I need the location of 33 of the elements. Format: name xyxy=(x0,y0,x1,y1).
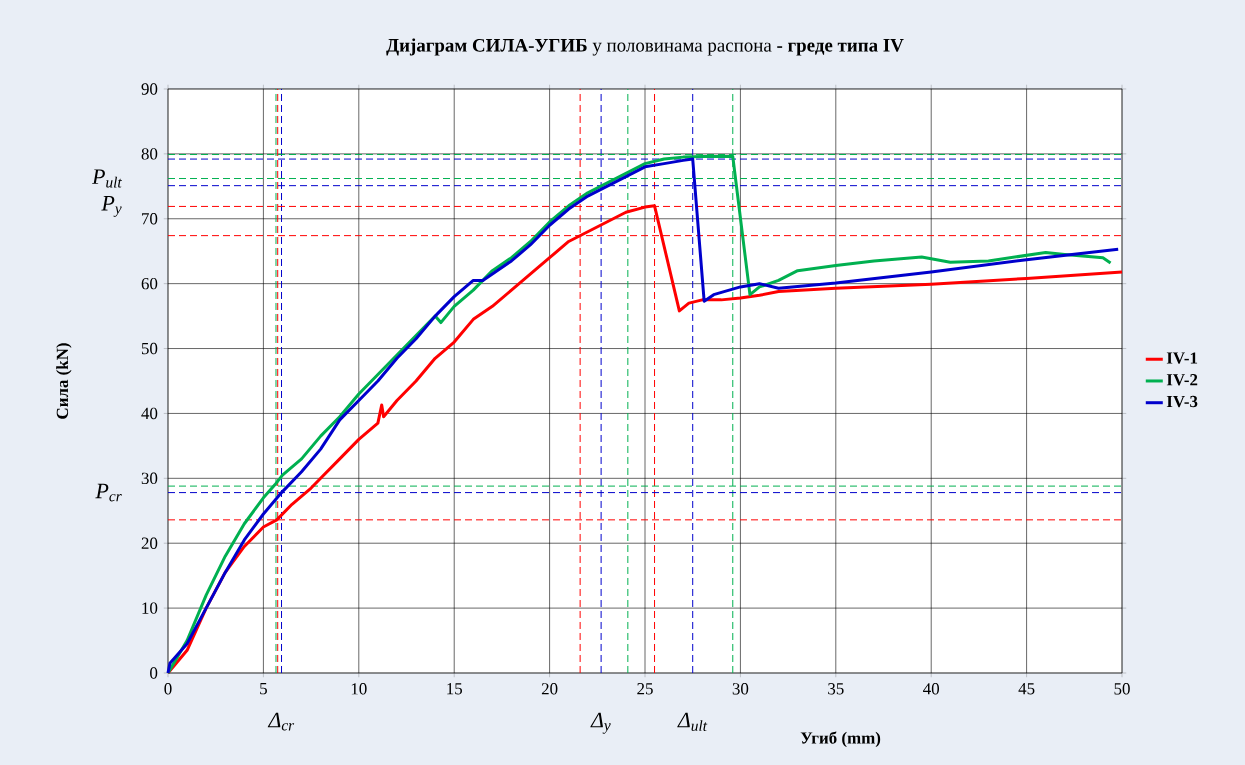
ref-line-label: Δ$_{y}$ xyxy=(590,712,611,734)
y-tick-label: 70 xyxy=(142,213,158,225)
legend-label: IV-3 xyxy=(1166,395,1198,408)
x-tick-label: 35 xyxy=(828,683,844,695)
legend-label: IV-1 xyxy=(1166,352,1198,364)
y-tick-label: 60 xyxy=(141,277,158,290)
ref-line-label: P$_{ult}$ xyxy=(91,169,122,188)
x-tick-label: 20 xyxy=(541,683,558,695)
y-tick-label: 50 xyxy=(141,342,158,355)
y-tick-label: 90 xyxy=(141,83,158,95)
x-tick-label: 10 xyxy=(351,683,367,695)
x-axis-title: Угиб (mm) xyxy=(800,731,881,748)
y-tick-label: 30 xyxy=(141,472,158,485)
x-tick-label: 40 xyxy=(923,683,940,695)
x-tick-label: 50 xyxy=(1114,683,1130,695)
x-tick-label: 45 xyxy=(1018,683,1035,695)
y-tick-label: 10 xyxy=(142,602,158,614)
ref-line-label: Δ$_{cr}$ xyxy=(267,712,295,731)
y-axis-title: Сила (kN) xyxy=(56,343,72,419)
ref-line-label: Δ$_{ult}$ xyxy=(677,712,708,732)
legend-label: IV-2 xyxy=(1166,374,1198,386)
y-tick-label: 20 xyxy=(141,537,158,549)
x-tick-label: 15 xyxy=(447,683,463,695)
ref-line-label: P$_{y}$ xyxy=(101,196,122,217)
x-tick-label: 25 xyxy=(637,683,653,695)
y-tick-label: 40 xyxy=(141,407,158,420)
x-tick-label: 30 xyxy=(732,683,749,695)
y-tick-label: 80 xyxy=(141,148,158,160)
ref-line-label: P$_{cr}$ xyxy=(95,483,122,502)
y-tick-label: 0 xyxy=(150,667,158,679)
chart-title: Дијаграм СИЛА-УГИБ у половинама распона - греде типа IV xyxy=(386,38,904,56)
x-tick-label: 0 xyxy=(164,683,172,695)
x-tick-label: 5 xyxy=(260,683,267,695)
